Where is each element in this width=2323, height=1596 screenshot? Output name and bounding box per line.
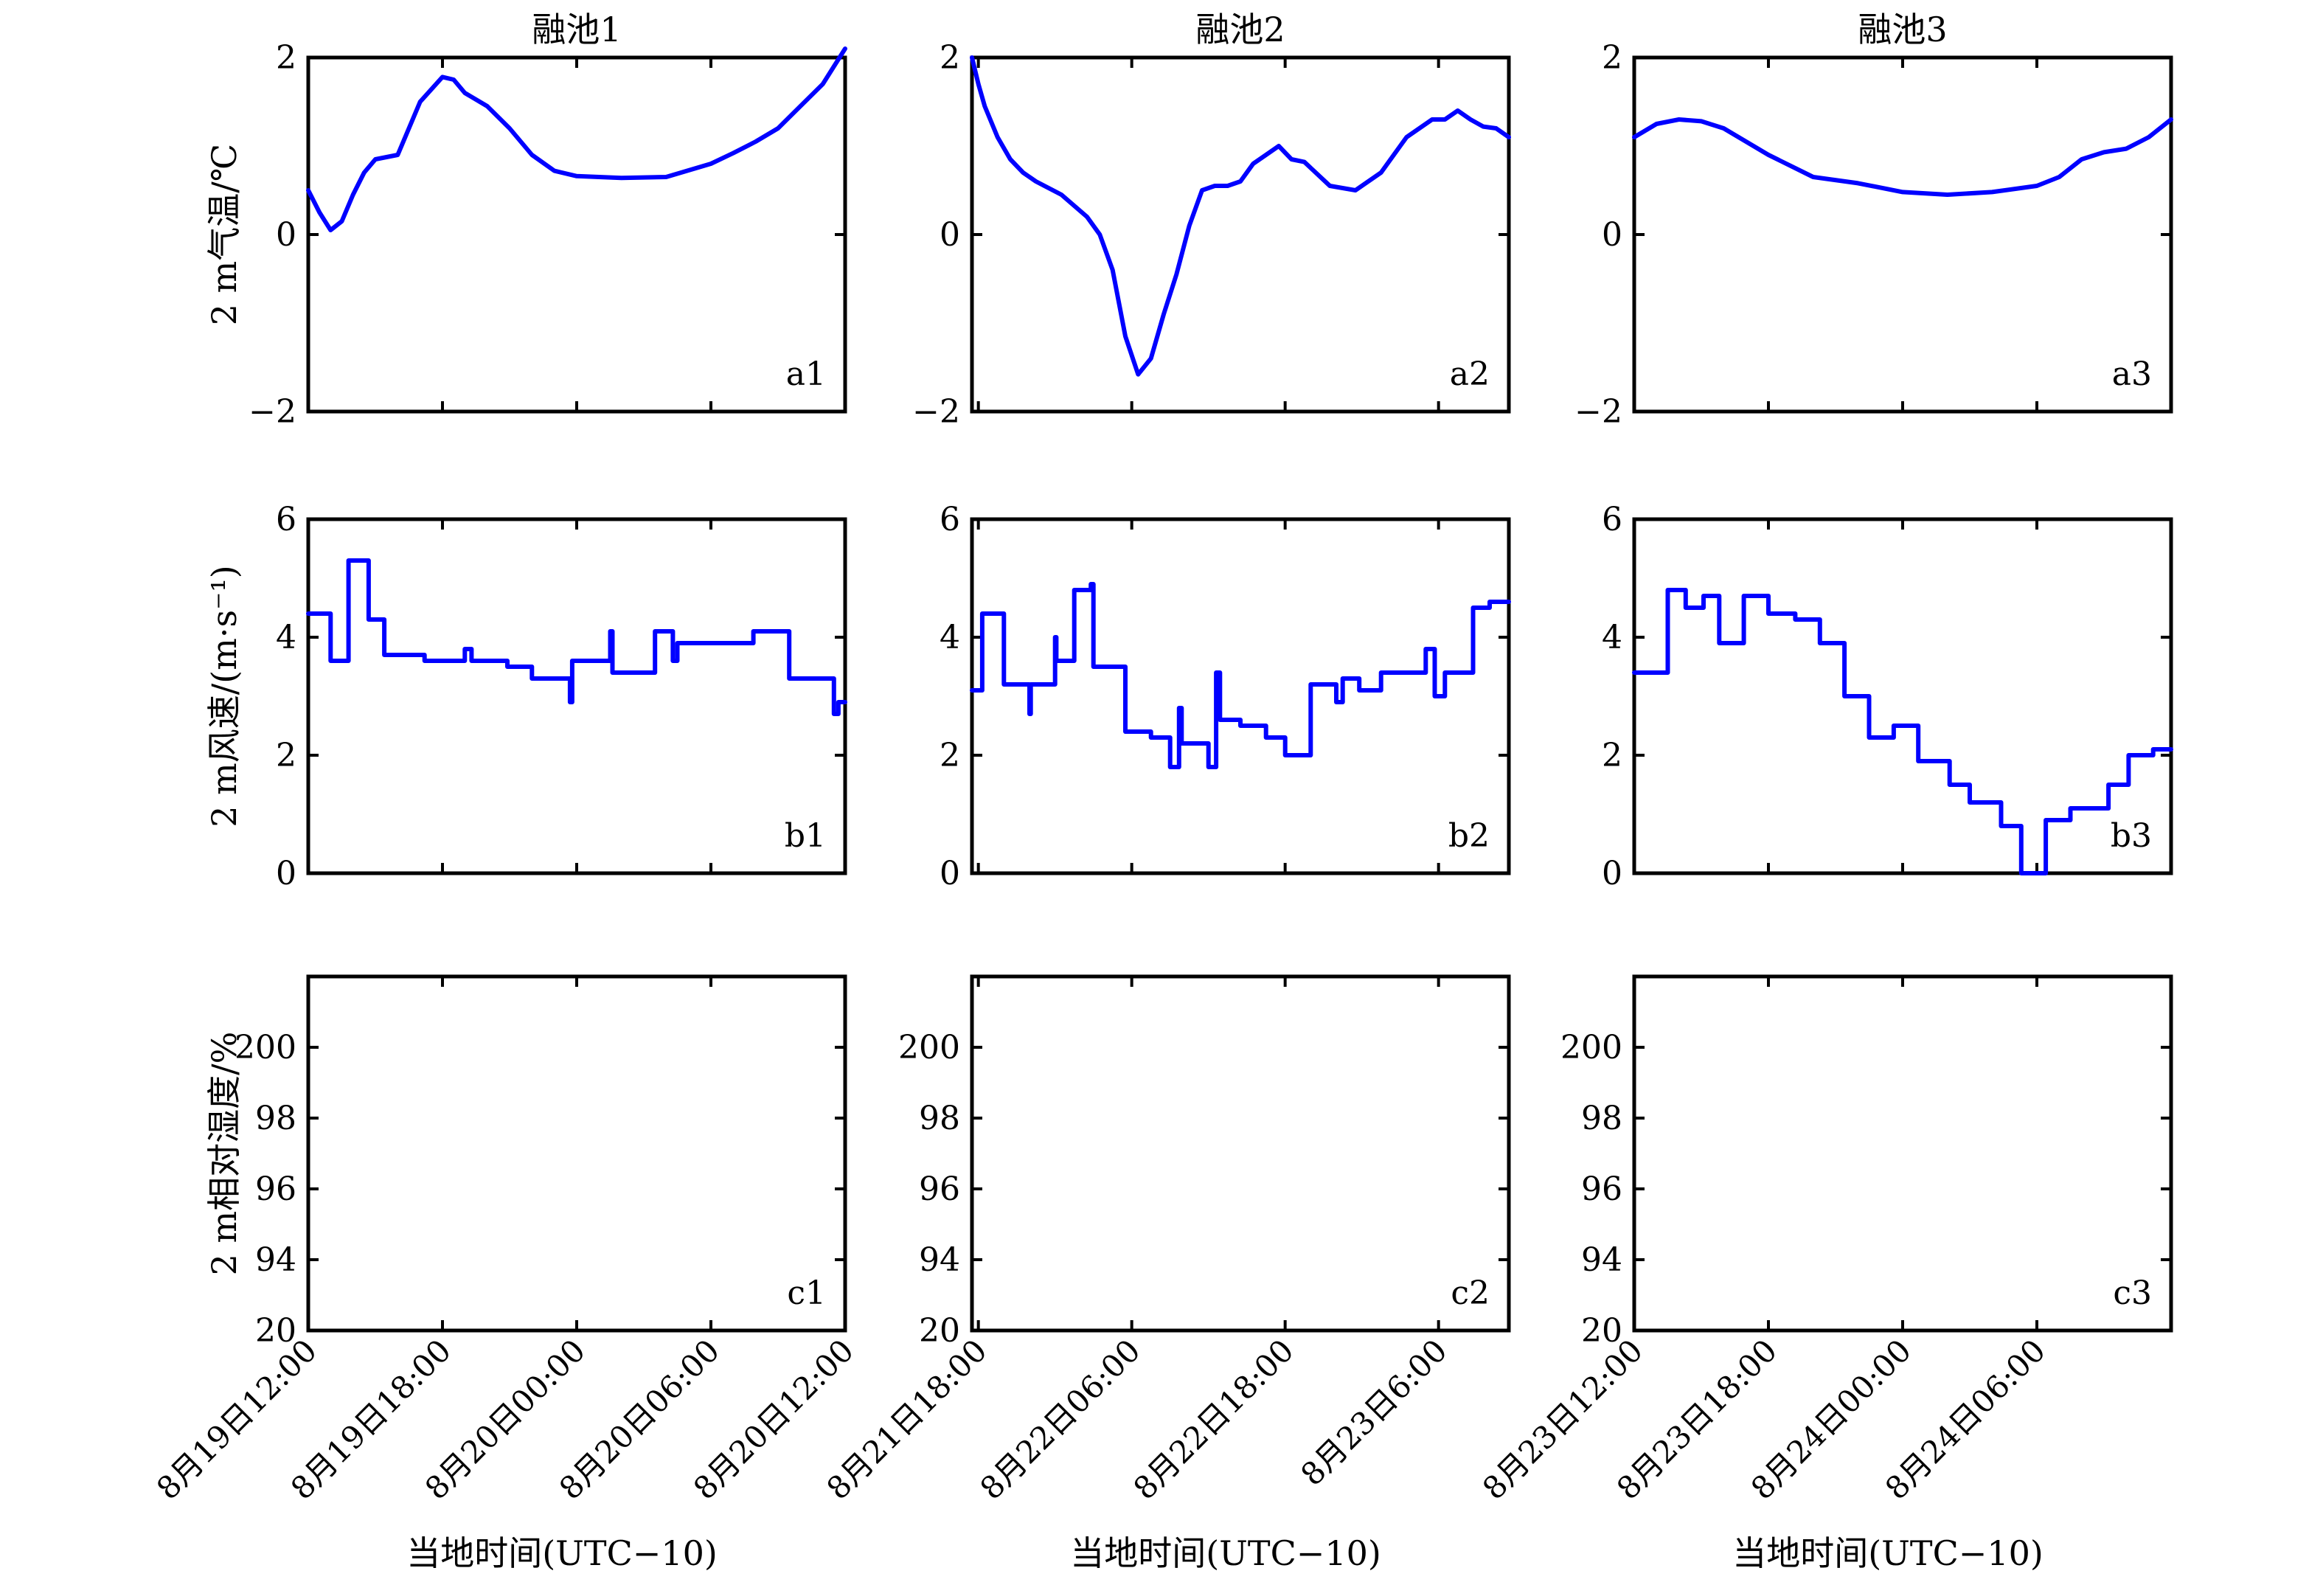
panel-label-b1: b1 xyxy=(785,817,826,855)
series-line-b3 xyxy=(1632,588,2173,875)
axes-frame xyxy=(970,517,1511,875)
y-tick-label: 4 xyxy=(1602,619,1622,656)
y-axis-label-row-3: 2 m相对湿度/% xyxy=(204,1032,244,1276)
y-tick-label: 96 xyxy=(1581,1170,1622,1208)
y-tick-label: 2 xyxy=(940,737,960,774)
y-tick-label: 6 xyxy=(1602,501,1622,538)
y-tick-label: 20 xyxy=(919,1312,960,1350)
y-tick-label: −2 xyxy=(1574,393,1622,431)
y-tick-label: 200 xyxy=(898,1029,960,1066)
panel-label-a3: a3 xyxy=(2112,355,2152,393)
panel-b1: 0 2 4 6 b1 2 m风速/(m·s⁻¹) xyxy=(204,501,847,892)
y-tick-label: 0 xyxy=(1602,855,1622,892)
y-tick-label: 20 xyxy=(255,1312,296,1350)
x-axis-label-col-2: 当地时间(UTC−10) xyxy=(1070,1533,1381,1573)
y-tick-label: 0 xyxy=(940,216,960,254)
y-tick-label: −2 xyxy=(249,393,296,431)
x-axis-label-col-3: 当地时间(UTC−10) xyxy=(1732,1533,2044,1573)
panel-b2: 0 2 4 6 b2 xyxy=(940,501,1511,892)
y-tick-label: 200 xyxy=(235,1029,296,1066)
x-axis-label-col-1: 当地时间(UTC−10) xyxy=(406,1533,718,1573)
panel-a3: −2 0 2 a3 融池3 xyxy=(1574,10,2173,431)
y-tick-label: 94 xyxy=(255,1241,296,1279)
y-tick-label: 200 xyxy=(1560,1029,1622,1066)
y-tick-label: 6 xyxy=(276,501,296,538)
axes-frame xyxy=(970,974,1511,1333)
y-tick-label: 2 xyxy=(276,39,296,77)
y-tick-label: 6 xyxy=(940,501,960,538)
y-tick-label: −2 xyxy=(912,393,960,431)
panel-label-c2: c2 xyxy=(1451,1274,1490,1312)
y-tick-label: 94 xyxy=(1581,1241,1622,1279)
panel-label-b3: b3 xyxy=(2111,817,2152,855)
panel-label-b2: b2 xyxy=(1448,817,1490,855)
y-tick-label: 98 xyxy=(255,1100,296,1137)
series-line-a2 xyxy=(970,55,1511,377)
series-line-b2 xyxy=(970,582,1511,769)
column-title-2: 融池2 xyxy=(1195,10,1285,49)
y-tick-label: 4 xyxy=(940,619,960,656)
y-tick-label: 94 xyxy=(919,1241,960,1279)
panel-a2: −2 0 2 a2 融池2 xyxy=(912,10,1511,431)
y-tick-label: 0 xyxy=(276,855,296,892)
y-tick-label: 98 xyxy=(919,1100,960,1137)
y-tick-label: 2 xyxy=(276,737,296,774)
series-line-b1 xyxy=(306,558,847,716)
y-tick-label: 2 xyxy=(1602,737,1622,774)
y-tick-label: 0 xyxy=(940,855,960,892)
panel-label-c3: c3 xyxy=(2113,1274,2152,1312)
series-line-a1 xyxy=(306,46,847,232)
column-title-3: 融池3 xyxy=(1858,10,1947,49)
series-line-a3 xyxy=(1632,117,2173,197)
y-tick-label: 20 xyxy=(1581,1312,1622,1350)
y-tick-label: 4 xyxy=(276,619,296,656)
panel-label-c1: c1 xyxy=(787,1274,826,1312)
y-axis-label-row-1: 2 m气温/℃ xyxy=(204,144,244,325)
panel-label-a2: a2 xyxy=(1450,355,1490,393)
column-title-1: 融池1 xyxy=(532,10,621,49)
panel-label-a1: a1 xyxy=(786,355,826,393)
y-tick-label: 0 xyxy=(1602,216,1622,254)
y-tick-label: 2 xyxy=(940,39,960,77)
panel-a1: −2 0 2 a1 融池1 2 m气温/℃ xyxy=(204,10,847,431)
y-tick-label: 96 xyxy=(919,1170,960,1208)
y-tick-label: 0 xyxy=(276,216,296,254)
y-tick-label: 98 xyxy=(1581,1100,1622,1137)
y-axis-label-row-2: 2 m风速/(m·s⁻¹) xyxy=(204,565,244,827)
y-tick-label: 96 xyxy=(255,1170,296,1208)
y-tick-label: 2 xyxy=(1602,39,1622,77)
panel-b3: 0 2 4 6 b3 xyxy=(1602,501,2173,892)
